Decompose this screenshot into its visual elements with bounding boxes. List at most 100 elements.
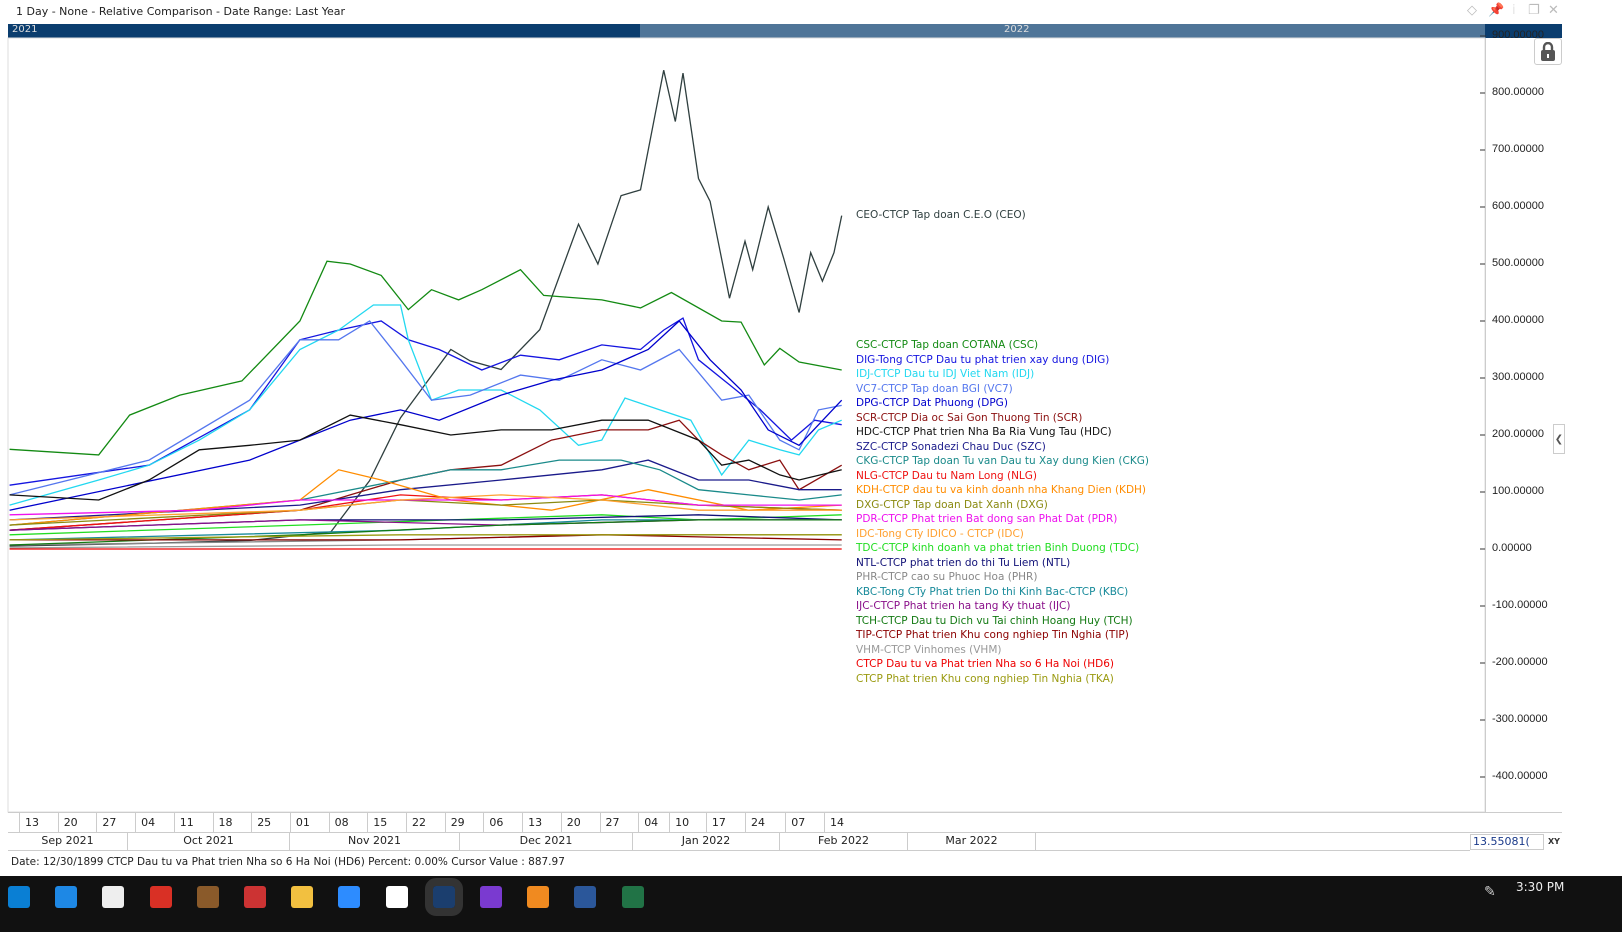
legend-item[interactable]: VHM-CTCP Vinhomes (VHM) [856, 643, 1002, 656]
navigator-label-2021: 2021 [12, 24, 38, 35]
series-line-0[interactable] [9, 70, 843, 547]
navigator-selection[interactable] [640, 24, 1485, 38]
y-tick-label: -200.00000 [1492, 656, 1548, 668]
clock[interactable]: 3:30 PM [1516, 880, 1565, 894]
legend-item[interactable]: CTCP Phat trien Khu cong nghiep Tin Nghi… [856, 672, 1114, 685]
cursor-value-field[interactable]: 13.55081( [1470, 834, 1544, 850]
legend-item[interactable]: HDC-CTCP Phat trien Nha Ba Ria Vung Tau … [856, 426, 1112, 438]
month-label: Jan 2022 [633, 833, 780, 850]
y-tick-label: 500.00000 [1492, 257, 1544, 269]
series-line-20[interactable] [9, 519, 842, 546]
series-line-15[interactable] [9, 514, 842, 536]
lock-icon [1541, 41, 1555, 61]
month-label: Mar 2022 [908, 833, 1036, 850]
taskbar-zoom-icon[interactable] [338, 886, 361, 908]
date-range-navigator[interactable]: 2021 2022 [8, 24, 1562, 38]
taskbar-excel-icon[interactable] [621, 886, 644, 908]
taskbar-trading-app-icon[interactable] [424, 878, 463, 916]
x-tick-label: 14 [823, 813, 844, 833]
series-line-1[interactable] [9, 260, 842, 456]
legend-item[interactable]: VC7-CTCP Tap doan BGI (VC7) [856, 382, 1013, 395]
legend-item[interactable]: NLG-CTCP Dau tu Nam Long (NLG) [856, 469, 1038, 482]
series-line-13[interactable] [9, 494, 842, 516]
diamond-icon[interactable]: ◇ [1467, 3, 1477, 18]
series-line-6[interactable] [9, 419, 843, 531]
legend-item[interactable]: CKG-CTCP Tap doan Tu van Dau tu Xay dung… [856, 455, 1149, 467]
restore-icon[interactable]: ❐ [1528, 3, 1540, 18]
x-tick-label: 20 [57, 813, 78, 833]
taskbar-app-red-icon[interactable] [244, 886, 266, 908]
x-tick-label: 24 [745, 813, 765, 833]
series-line-22[interactable] [9, 544, 842, 549]
close-icon[interactable]: ✕ [1548, 3, 1559, 18]
taskbar-skype-icon[interactable] [8, 886, 30, 908]
y-tick-label: 100.00000 [1492, 485, 1544, 497]
x-tick-label: 07 [785, 813, 805, 833]
x-axis-days: 13 20 27 04 11 18 25 01 08 15 22 29 06 13 20 27 04 10 17 24… [8, 812, 1562, 833]
taskbar-file-explorer-icon[interactable] [291, 886, 314, 908]
legend-item[interactable]: IJC-CTCP Phat trien ha tang Ky thuat (IJ… [856, 600, 1071, 612]
series-line-11[interactable] [9, 469, 842, 526]
legend-item[interactable]: DXG-CTCP Tap doan Dat Xanh (DXG) [856, 498, 1048, 511]
legend-item[interactable]: NTL-CTCP phat trien do thi Tu Liem (NTL) [856, 556, 1071, 569]
x-tick-label: 01 [289, 813, 310, 833]
xy-toggle[interactable]: XY [1548, 837, 1560, 846]
legend-item[interactable]: DIG-Tong CTCP Dau tu phat trien xay dung… [856, 353, 1110, 366]
y-tick-label: -300.00000 [1492, 713, 1548, 725]
series-line-9[interactable] [9, 459, 842, 526]
legend-item[interactable]: DPG-CTCP Dat Phuong (DPG) [856, 397, 1008, 409]
legend-item[interactable]: CTCP Dau tu va Phat trien Nha so 6 Ha No… [856, 658, 1115, 670]
plot-border [7, 37, 1486, 813]
legend-item[interactable]: SZC-CTCP Sonadezi Chau Duc (SZC) [856, 440, 1046, 453]
series-line-5[interactable] [9, 320, 843, 511]
legend-item[interactable]: SCR-CTCP Dia oc Sai Gon Thuong Tin (SCR) [856, 411, 1083, 424]
legend-item[interactable]: PDR-CTCP Phat trien Bat dong san Phat Da… [856, 513, 1118, 525]
title-bar: 1 Day - None - Relative Comparison - Dat… [0, 0, 1622, 24]
series-line-21[interactable] [9, 534, 842, 541]
legend-item[interactable]: CSC-CTCP Tap doan COTANA (CSC) [856, 339, 1039, 351]
collapse-panel-button[interactable]: ❮ [1553, 424, 1565, 454]
month-label: Oct 2021 [128, 833, 290, 850]
series-line-2[interactable] [9, 317, 842, 486]
series-line-8[interactable] [9, 459, 842, 521]
pen-icon[interactable]: ✎ [1484, 884, 1496, 900]
legend-item[interactable]: PHR-CTCP cao su Phuoc Hoa (PHR) [856, 571, 1038, 583]
info-icon[interactable]: i [1512, 3, 1516, 18]
taskbar-app-orange-icon[interactable] [527, 886, 550, 908]
series-line-24[interactable] [9, 534, 842, 541]
x-tick-label: 15 [367, 813, 387, 833]
legend-item[interactable]: TDC-CTCP kinh doanh va phat trien Binh D… [856, 542, 1140, 554]
pin-icon[interactable]: 📌 [1488, 3, 1505, 18]
taskbar-word-icon[interactable] [574, 886, 597, 908]
y-tick-label: 0.00000 [1492, 542, 1532, 554]
y-tick-label: -400.00000 [1492, 770, 1548, 782]
window-title: 1 Day - None - Relative Comparison - Dat… [16, 5, 346, 18]
taskbar: ✎ 3:30 PM [0, 876, 1622, 932]
lock-button[interactable] [1534, 38, 1562, 65]
taskbar-store-icon[interactable] [102, 886, 125, 908]
legend-item[interactable]: KDH-CTCP dau tu va kinh doanh nha Khang … [856, 484, 1147, 496]
y-tick-label: 300.00000 [1492, 371, 1544, 383]
y-tick-label: 700.00000 [1492, 143, 1544, 155]
y-tick-label: 400.00000 [1492, 314, 1544, 326]
x-tick-label: 11 [173, 813, 194, 833]
taskbar-mail-icon[interactable] [55, 886, 78, 908]
series-line-7[interactable] [9, 414, 842, 501]
legend-item[interactable]: KBC-Tong CTy Phat trien Do thi Kinh Bac-… [856, 585, 1129, 598]
legend-item[interactable]: IDJ-CTCP Dau tu IDJ Viet Nam (IDJ) [856, 368, 1035, 380]
series-line-14[interactable] [9, 494, 842, 521]
taskbar-library-icon[interactable] [196, 886, 219, 908]
legend-item[interactable]: CEO-CTCP Tap doan C.E.O (CEO) [856, 209, 1026, 221]
legend-item[interactable]: TCH-CTCP Dau tu Dich vu Tai chinh Hoang … [856, 614, 1133, 627]
legend-item[interactable]: TIP-CTCP Phat trien Khu cong nghiep Tin … [856, 629, 1129, 641]
x-tick-label: 13 [19, 813, 39, 833]
navigator-label-2022: 2022 [1004, 24, 1030, 35]
series-line-3[interactable] [9, 304, 842, 506]
taskbar-affinity-icon[interactable] [480, 886, 502, 908]
taskbar-chrome-icon[interactable] [149, 886, 172, 908]
taskbar-zalo-icon[interactable] [385, 886, 408, 908]
x-tick-label: 08 [328, 813, 349, 833]
legend-item[interactable]: IDC-Tong CTy IDICO - CTCP (IDC) [856, 527, 1024, 540]
chevron-left-icon: ❮ [1554, 433, 1564, 445]
